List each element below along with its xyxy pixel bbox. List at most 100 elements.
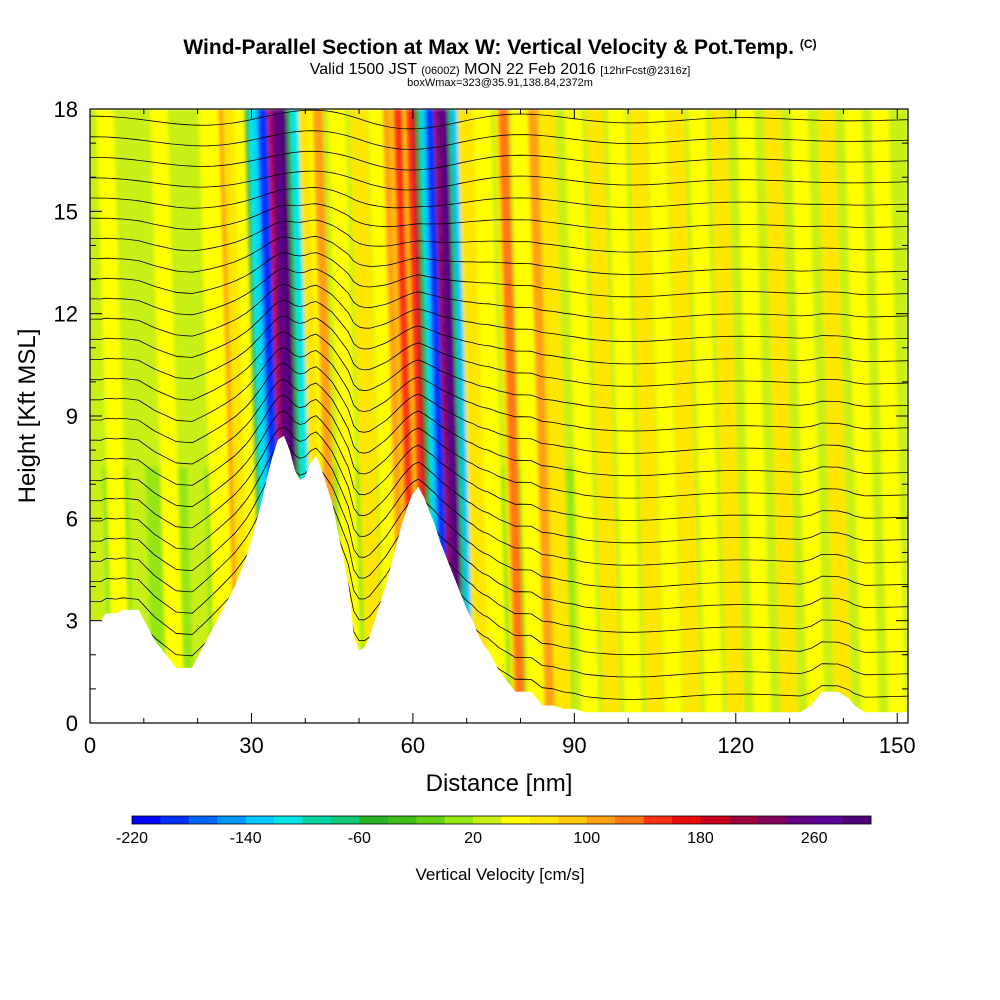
colorbar-frame bbox=[131, 815, 872, 825]
w-column bbox=[871, 109, 906, 713]
terrain-outline bbox=[90, 435, 908, 714]
theta-contour-line bbox=[90, 170, 908, 191]
y-tick-label: 15 bbox=[54, 199, 78, 224]
colorbar-swatch bbox=[529, 816, 559, 824]
theta-contour-line bbox=[90, 489, 908, 633]
x-tick-label: 0 bbox=[84, 733, 96, 758]
theta-contour-line bbox=[90, 410, 908, 521]
w-column bbox=[607, 109, 643, 713]
colorbar-swatch bbox=[217, 816, 246, 824]
colorbar-swatch bbox=[132, 816, 161, 824]
theta-contour-line bbox=[90, 473, 908, 611]
colorbar-swatch bbox=[274, 816, 303, 824]
w-column bbox=[510, 109, 546, 713]
y-axis-label: Height [Kft MSL] bbox=[14, 329, 41, 504]
theta-contour-line bbox=[90, 299, 908, 365]
colorbar-swatch bbox=[643, 816, 673, 824]
plot-area bbox=[90, 48, 908, 723]
theta-contour-line bbox=[90, 457, 908, 588]
colorbar: -220 -140 -60 20 100 180 260 Vertical Velocity … bbox=[116, 815, 872, 884]
colorbar-tick-label: 260 bbox=[801, 830, 828, 847]
colorbar-swatch bbox=[302, 816, 332, 824]
theta-contour-line bbox=[90, 219, 908, 253]
copyright-mark: (C) bbox=[799, 37, 817, 51]
w-column bbox=[586, 109, 621, 713]
theta-contour-line bbox=[90, 394, 908, 499]
w-column bbox=[648, 109, 683, 713]
colorbar-tick-label: -220 bbox=[116, 830, 148, 847]
w-column bbox=[763, 109, 799, 713]
theta-contour-line bbox=[90, 505, 908, 656]
x-tick-label: 150 bbox=[879, 733, 916, 758]
colorbar-swatch bbox=[444, 816, 474, 824]
w-column bbox=[117, 109, 153, 713]
chart-title-text: Wind-Parallel Section at Max W: Vertical… bbox=[183, 36, 794, 59]
colorbar-swatch bbox=[330, 816, 360, 824]
colorbar-swatch bbox=[558, 816, 588, 824]
colorbar-swatch bbox=[728, 816, 758, 824]
theta-contour-line bbox=[90, 48, 908, 67]
colorbar-swatch bbox=[842, 816, 872, 824]
valid-time-utc: (0600Z) bbox=[421, 65, 460, 77]
chart-subtitle: Valid 1500 JST (0600Z) MON 22 Feb 2016 [… bbox=[0, 61, 1000, 79]
valid-time-prefix: Valid 1500 JST bbox=[309, 61, 417, 78]
y-tick-label: 6 bbox=[66, 506, 78, 531]
w-column bbox=[790, 109, 826, 713]
colorbar-swatch bbox=[160, 816, 190, 824]
theta-contour-line bbox=[90, 150, 908, 171]
theta-contour-line bbox=[90, 315, 908, 387]
x-tick-label: 90 bbox=[562, 733, 586, 758]
colorbar-swatch bbox=[245, 816, 275, 824]
w-column bbox=[688, 109, 723, 713]
w-column bbox=[666, 109, 702, 713]
x-tick-label: 120 bbox=[717, 733, 754, 758]
colorbar-swatch bbox=[359, 816, 389, 824]
w-column bbox=[817, 109, 853, 713]
colorbar-tick-label: 180 bbox=[687, 830, 714, 847]
w-column bbox=[736, 109, 772, 713]
colorbar-tick-label: -140 bbox=[230, 830, 262, 847]
colorbar-swatch bbox=[615, 816, 644, 824]
colorbar-swatch bbox=[387, 816, 417, 824]
colorbar-swatch bbox=[416, 816, 445, 824]
w-column bbox=[564, 109, 600, 713]
valid-date: MON 22 Feb 2016 bbox=[464, 61, 596, 78]
x-tick-label: 60 bbox=[401, 733, 425, 758]
colorbar-swatch bbox=[473, 816, 502, 824]
w-column bbox=[844, 109, 879, 713]
theta-contour-line bbox=[90, 90, 908, 109]
w-column bbox=[198, 109, 234, 713]
x-axis-label: Distance [nm] bbox=[426, 770, 573, 797]
theta-contour-line bbox=[90, 347, 908, 432]
colorbar-tick-label: 100 bbox=[573, 830, 600, 847]
theta-contour-line bbox=[90, 186, 908, 209]
colorbar-tick-label: 20 bbox=[464, 830, 482, 847]
w-column-edge bbox=[524, 109, 546, 713]
y-tick-label: 0 bbox=[66, 711, 78, 736]
colorbar-label: Vertical Velocity [cm/s] bbox=[415, 865, 584, 884]
w-column-edge bbox=[214, 109, 236, 713]
y-tick-label: 12 bbox=[54, 302, 78, 327]
theta-contour-line bbox=[90, 378, 908, 477]
theta-contour-line bbox=[90, 283, 908, 342]
w-column bbox=[457, 109, 492, 713]
y-tick-label: 3 bbox=[66, 609, 78, 634]
theta-contour-line bbox=[90, 442, 908, 566]
forecast-info: [12hrFcst@2316z] bbox=[600, 65, 691, 77]
colorbar-tick-label: -60 bbox=[348, 830, 371, 847]
theta-contour-line bbox=[90, 130, 908, 150]
x-tick-label: 30 bbox=[239, 733, 263, 758]
theta-contour-line bbox=[90, 69, 908, 88]
colorbar-swatch bbox=[672, 816, 701, 824]
y-tick-label: 18 bbox=[54, 97, 78, 122]
axes: 0 30 60 90 120 150 0 3 6 9 12 15 18 Distance [nm] Heig… bbox=[14, 97, 916, 797]
theta-contour-line bbox=[90, 362, 908, 454]
colorbar-swatch bbox=[501, 816, 531, 824]
theta-contour-line bbox=[90, 426, 908, 544]
colorbar-swatch bbox=[700, 816, 730, 824]
theta-contour-line bbox=[90, 268, 908, 320]
colorbar-swatch bbox=[586, 816, 616, 824]
box-wmax-info: boxWmax=323@35.91,138.84,2372m bbox=[407, 77, 593, 89]
w-column bbox=[96, 109, 131, 713]
